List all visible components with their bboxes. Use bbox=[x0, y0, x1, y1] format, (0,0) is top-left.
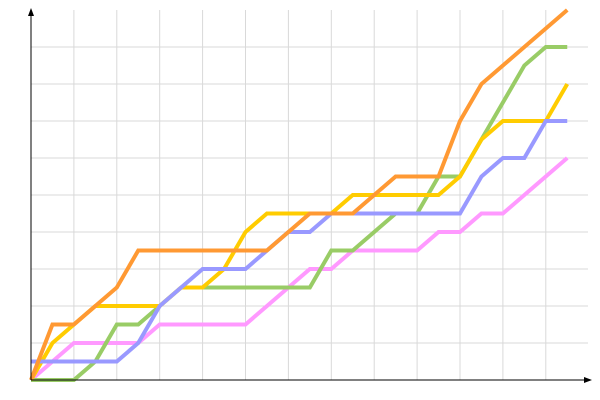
series-line-5 bbox=[29, 8, 569, 381]
grid bbox=[31, 10, 588, 380]
series-group bbox=[29, 8, 569, 382]
x-axis-arrow-icon bbox=[584, 377, 592, 383]
series-line-3 bbox=[29, 82, 569, 382]
axes bbox=[28, 8, 592, 383]
series-line-4 bbox=[31, 119, 568, 364]
y-axis-arrow-icon bbox=[28, 8, 34, 16]
series-line-1 bbox=[29, 156, 569, 382]
